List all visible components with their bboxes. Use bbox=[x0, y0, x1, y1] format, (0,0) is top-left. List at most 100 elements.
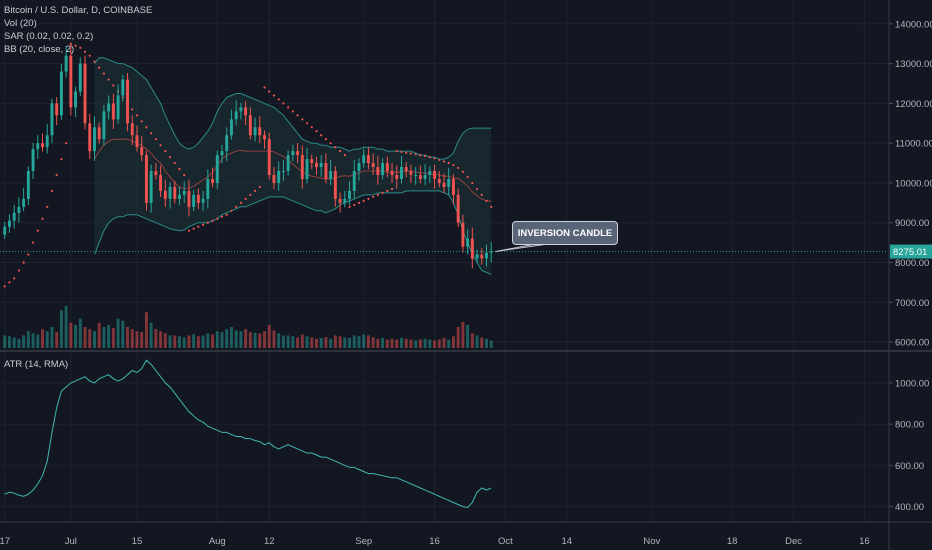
indicator-atr[interactable]: ATR (14, RMA) bbox=[4, 359, 69, 370]
sar-dot bbox=[272, 94, 276, 97]
sar-dot bbox=[381, 191, 384, 194]
sar-dot bbox=[301, 118, 304, 121]
volume-bar bbox=[31, 333, 35, 348]
candle-body bbox=[41, 143, 44, 148]
sar-dot bbox=[490, 205, 493, 208]
volume-bar bbox=[182, 337, 186, 348]
candle-body bbox=[390, 171, 394, 175]
sar-dot bbox=[372, 195, 375, 198]
volume-bar bbox=[272, 330, 276, 348]
volume-bar bbox=[7, 336, 11, 348]
sar-dot bbox=[46, 205, 49, 208]
sar-dot bbox=[343, 154, 346, 157]
volume-bar bbox=[45, 331, 49, 348]
sar-dot bbox=[315, 130, 318, 133]
bollinger-bands bbox=[94, 57, 492, 275]
volume-bar bbox=[229, 327, 233, 348]
candle-body bbox=[50, 103, 54, 136]
volume-bar bbox=[64, 306, 68, 348]
candle-body bbox=[485, 252, 488, 259]
sar-dot bbox=[135, 114, 139, 117]
sar-dot bbox=[197, 225, 200, 228]
x-tick-label: 15 bbox=[132, 536, 143, 547]
sar-dot bbox=[211, 219, 214, 222]
volume-bar bbox=[305, 336, 309, 348]
candle-body bbox=[36, 143, 40, 150]
candle-body bbox=[111, 103, 115, 120]
candle-body bbox=[376, 167, 380, 175]
candle-body bbox=[338, 198, 342, 203]
candle-body bbox=[447, 178, 451, 187]
sar-dot bbox=[50, 189, 54, 193]
volume-bar bbox=[107, 324, 111, 348]
volume-bar bbox=[456, 327, 460, 348]
volume-bar bbox=[414, 340, 418, 348]
sar-dot bbox=[154, 138, 157, 141]
sar-dot bbox=[102, 72, 106, 75]
x-tick-label: Dec bbox=[785, 536, 802, 547]
candle-body bbox=[475, 254, 479, 259]
sar-dot bbox=[405, 151, 408, 154]
sar-dot bbox=[206, 221, 209, 224]
sar-dot bbox=[296, 114, 299, 117]
volume-bar bbox=[69, 322, 73, 348]
volume-bar bbox=[352, 335, 356, 348]
volume-bar bbox=[187, 335, 191, 348]
volume-bar bbox=[423, 338, 427, 348]
inversion-candle-callout[interactable]: INVERSION CANDLE bbox=[512, 221, 618, 245]
volume-bar bbox=[418, 339, 422, 348]
sar-dot bbox=[27, 253, 30, 256]
volume-bar bbox=[225, 329, 229, 348]
sar-dot bbox=[386, 189, 389, 193]
candle-body bbox=[206, 178, 210, 199]
sar-dot bbox=[107, 78, 110, 81]
candle-body bbox=[12, 212, 16, 221]
volume-bar bbox=[485, 338, 488, 348]
sar-dot bbox=[461, 170, 464, 173]
candle-body bbox=[74, 91, 78, 108]
sar-dot bbox=[466, 175, 469, 179]
candle-body bbox=[154, 171, 158, 175]
volume-bar bbox=[192, 334, 196, 348]
sar-dot bbox=[409, 152, 413, 155]
candle-body bbox=[225, 135, 229, 152]
indicator-bb[interactable]: BB (20, close, 2) bbox=[4, 44, 75, 55]
candle-body bbox=[144, 155, 148, 203]
sar-dot bbox=[83, 50, 87, 53]
candle-body bbox=[244, 107, 248, 116]
x-tick-label: 12 bbox=[264, 536, 275, 547]
candle-body bbox=[305, 159, 309, 179]
indicator-vol[interactable]: Vol (20) bbox=[4, 18, 37, 29]
volume-bar bbox=[130, 329, 134, 348]
sar-dot bbox=[202, 223, 205, 226]
volume-bar bbox=[41, 329, 44, 348]
candle-body bbox=[418, 175, 422, 179]
candle-body bbox=[17, 206, 21, 213]
x-tick-label: Nov bbox=[643, 536, 660, 547]
volume-bar bbox=[55, 332, 59, 348]
sar-dot bbox=[334, 146, 337, 149]
sar-dot bbox=[65, 142, 68, 145]
sar-dot bbox=[249, 193, 252, 196]
candle-body bbox=[149, 171, 153, 203]
indicator-sar[interactable]: SAR (0.02, 0.02, 0.2) bbox=[4, 31, 94, 42]
candle-body bbox=[291, 151, 295, 156]
volume-bar bbox=[296, 337, 300, 348]
volume-bar bbox=[88, 329, 92, 348]
volume-bar bbox=[121, 320, 125, 348]
sar-dot bbox=[353, 203, 356, 206]
sar-dot bbox=[145, 126, 148, 129]
sar-dot bbox=[400, 150, 403, 154]
y-tick-label: 14000.00 bbox=[895, 19, 932, 30]
volume-bar bbox=[489, 340, 493, 348]
volume-bar bbox=[168, 335, 172, 348]
candle-body bbox=[324, 163, 328, 179]
sar-dot bbox=[395, 150, 398, 153]
sar-dot bbox=[225, 213, 228, 216]
volume-bars bbox=[3, 306, 493, 348]
sar-dot bbox=[433, 157, 436, 160]
candle-body bbox=[371, 163, 375, 168]
candle-body bbox=[319, 163, 323, 168]
